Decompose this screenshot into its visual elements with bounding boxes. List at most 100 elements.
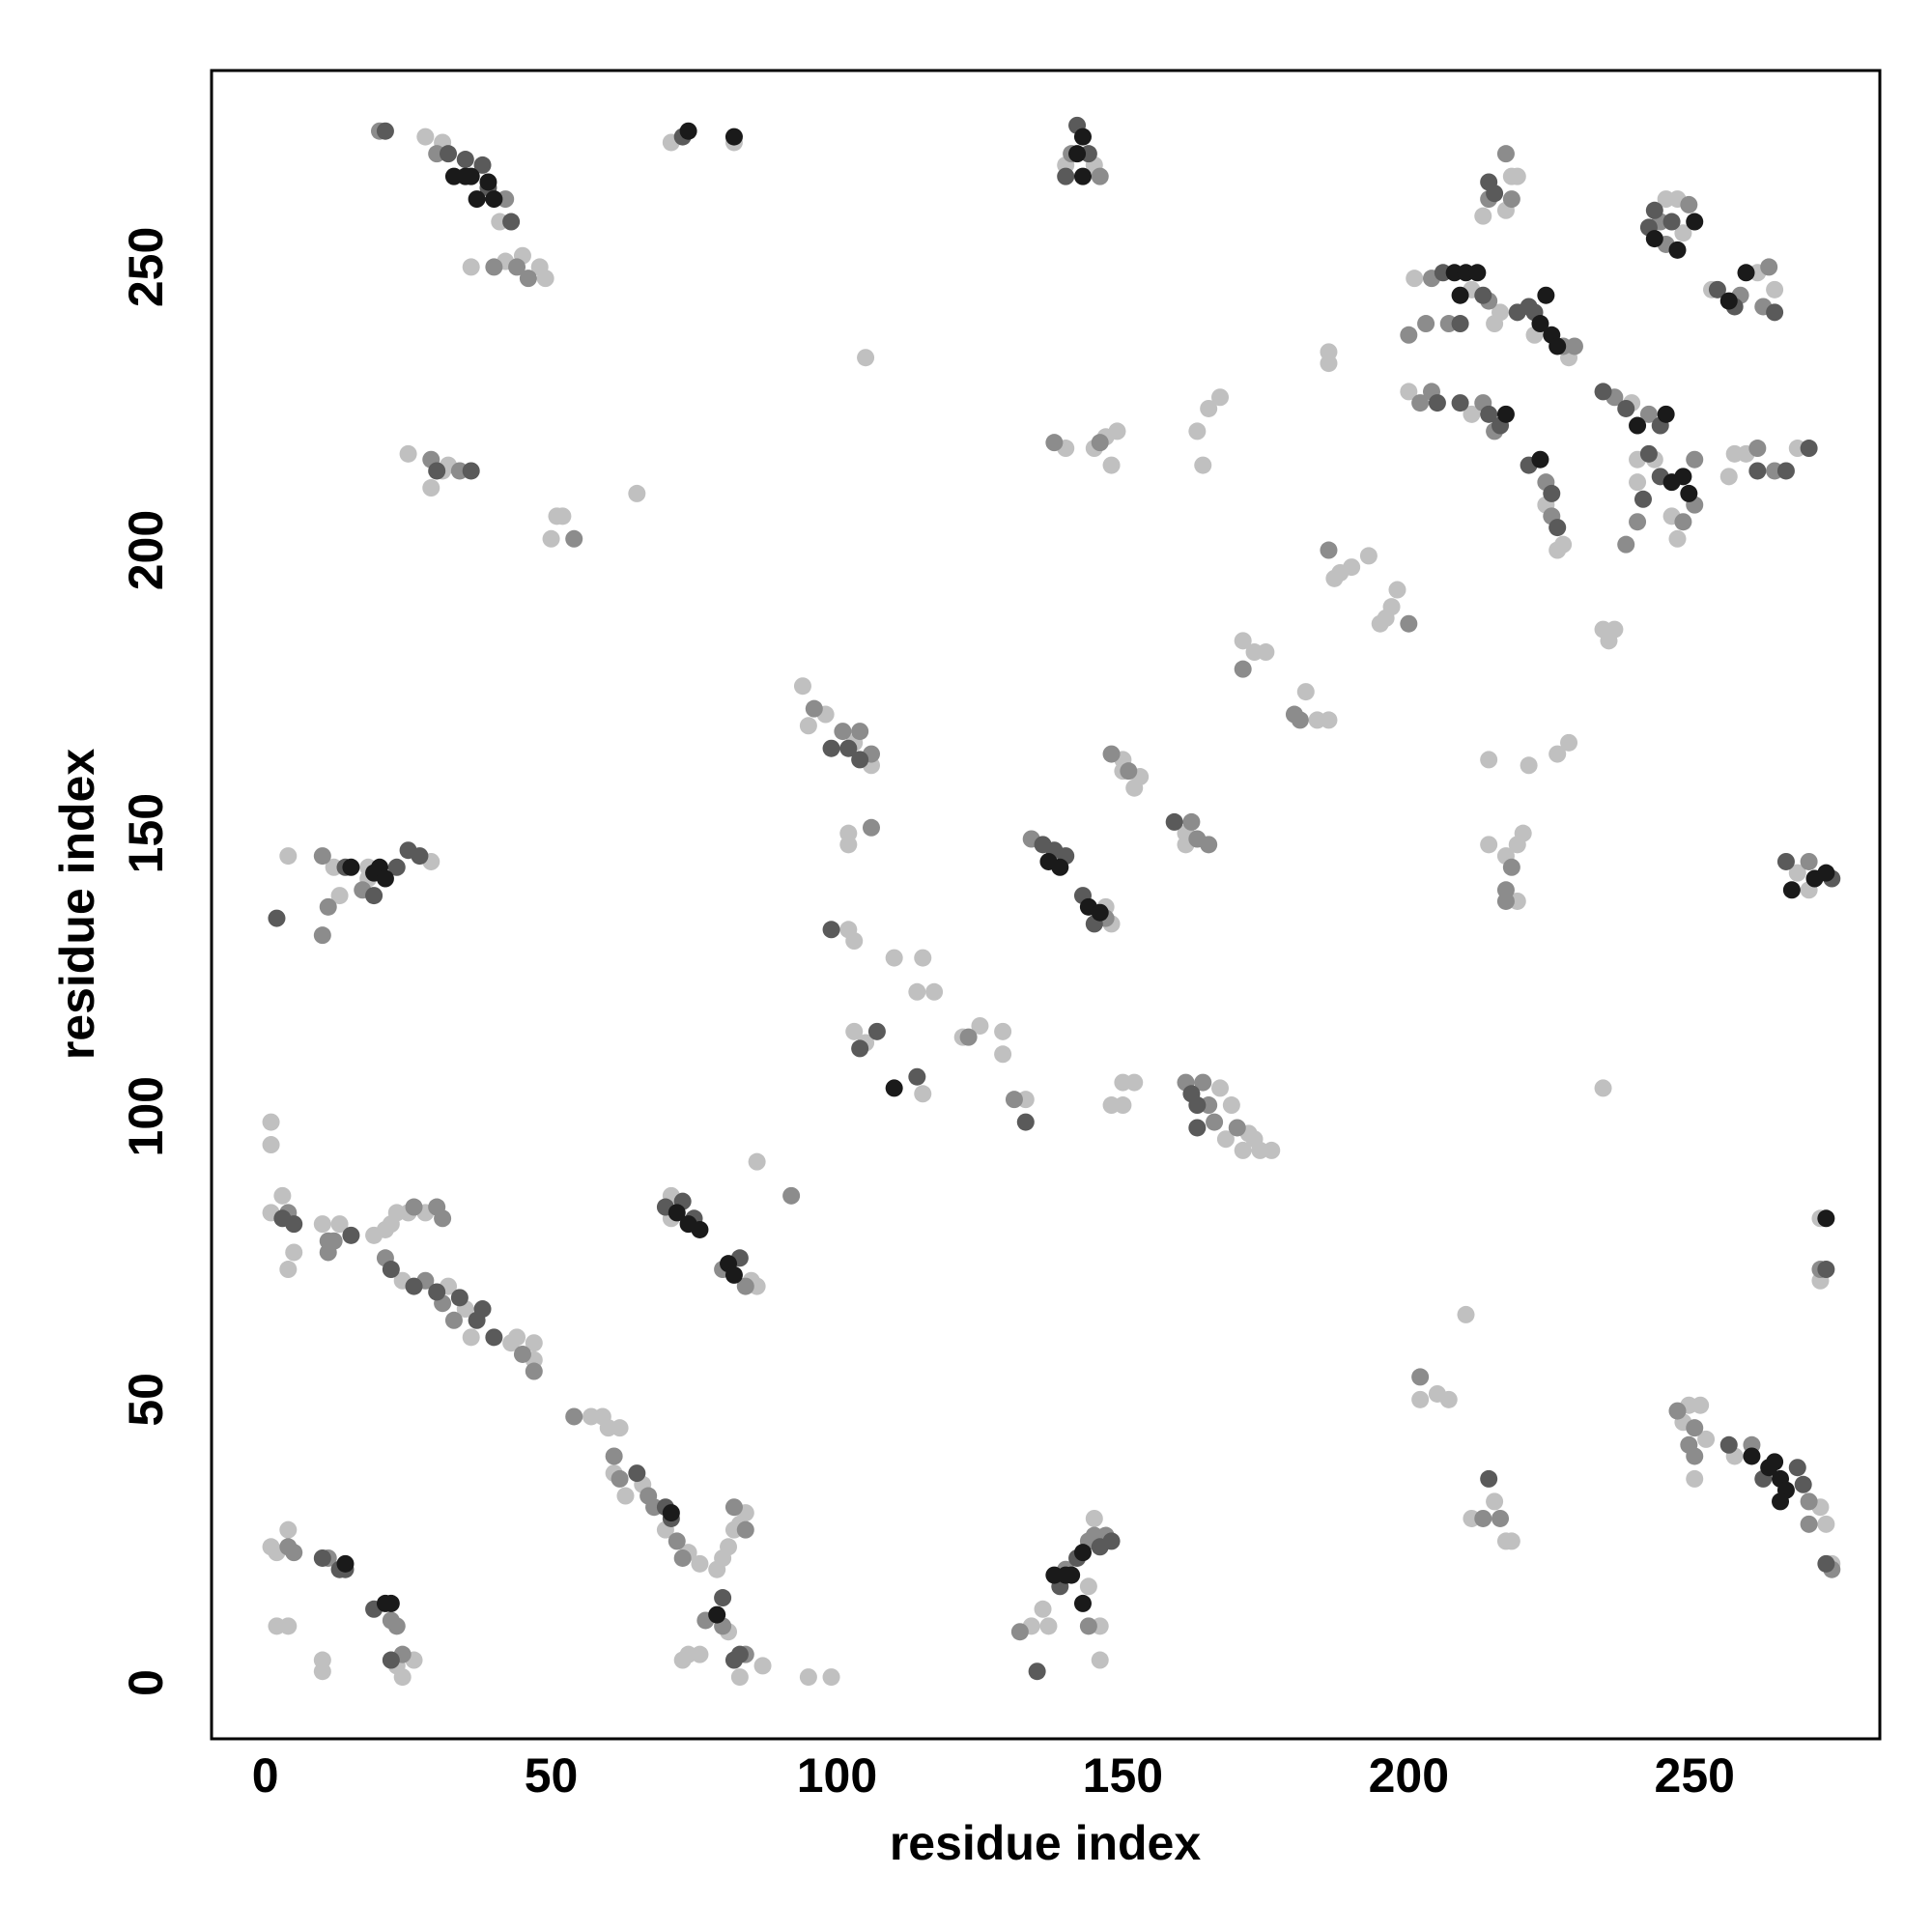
point	[668, 1532, 686, 1550]
point	[1674, 224, 1692, 242]
point	[279, 847, 298, 866]
y-axis-label: residue index	[50, 749, 104, 1061]
point	[1234, 660, 1252, 678]
point	[1188, 1096, 1207, 1115]
point	[662, 1504, 680, 1522]
point	[793, 677, 811, 696]
point	[1474, 286, 1492, 304]
point	[1748, 440, 1767, 458]
point	[508, 1328, 526, 1347]
point	[393, 1668, 412, 1687]
point	[1680, 484, 1698, 502]
point	[748, 1152, 766, 1171]
point	[1200, 836, 1218, 854]
point	[1719, 1435, 1738, 1454]
point	[428, 1283, 446, 1301]
point	[1737, 264, 1755, 282]
point	[822, 739, 840, 757]
point	[1766, 1453, 1784, 1471]
point	[416, 128, 435, 146]
point	[691, 1220, 709, 1238]
point	[1451, 394, 1469, 412]
point	[1320, 343, 1338, 361]
point	[1411, 394, 1430, 412]
point	[714, 1589, 732, 1607]
point	[668, 1204, 686, 1222]
point	[1194, 456, 1212, 474]
point	[405, 1277, 423, 1295]
point	[1325, 569, 1344, 587]
point	[1211, 1079, 1230, 1097]
point	[1480, 405, 1498, 423]
point	[1320, 541, 1338, 559]
point	[1629, 513, 1647, 531]
point	[994, 1022, 1012, 1040]
point	[1102, 456, 1121, 474]
point	[1411, 1390, 1430, 1408]
point	[1120, 762, 1138, 781]
point	[1005, 1091, 1023, 1109]
point	[1439, 1390, 1458, 1408]
point	[1520, 756, 1538, 775]
point	[1125, 1073, 1144, 1092]
point	[611, 1419, 629, 1437]
point	[1794, 1475, 1812, 1493]
point	[1474, 207, 1492, 225]
point	[799, 717, 817, 735]
point	[1206, 1113, 1224, 1131]
point	[1514, 824, 1532, 842]
point	[708, 1605, 726, 1624]
point	[1600, 632, 1618, 650]
point	[845, 1022, 864, 1040]
point	[1766, 280, 1784, 298]
point	[1108, 422, 1126, 440]
point	[485, 1328, 503, 1347]
point	[994, 1045, 1012, 1064]
point	[313, 1215, 331, 1234]
point	[1548, 337, 1567, 355]
point	[1594, 1079, 1612, 1097]
point	[851, 1039, 869, 1058]
point	[262, 1113, 280, 1131]
point	[628, 1464, 646, 1483]
point	[1114, 1096, 1132, 1115]
point	[1708, 280, 1726, 298]
y-tick-label: 150	[119, 793, 173, 873]
point	[1085, 1509, 1103, 1527]
point	[925, 982, 944, 1001]
point	[462, 258, 480, 276]
point	[565, 529, 583, 548]
point	[1091, 903, 1109, 922]
point	[839, 836, 858, 854]
point	[834, 723, 852, 741]
point	[1486, 315, 1504, 333]
point	[1680, 195, 1698, 213]
point	[1194, 1073, 1212, 1092]
point	[450, 1289, 469, 1307]
point	[456, 167, 474, 185]
point	[1668, 529, 1687, 548]
point	[268, 909, 286, 927]
point	[330, 887, 349, 905]
y-tick-label: 50	[119, 1373, 173, 1427]
point	[1343, 558, 1361, 577]
point	[971, 1016, 989, 1035]
point	[1263, 1141, 1281, 1159]
point	[1451, 315, 1469, 333]
x-tick-label: 50	[525, 1748, 579, 1803]
point	[1216, 1130, 1235, 1149]
point	[525, 1362, 543, 1380]
x-axis-label: residue index	[890, 1816, 1202, 1870]
point	[1296, 683, 1315, 701]
point	[1486, 1492, 1504, 1511]
point	[399, 444, 417, 463]
point	[1674, 468, 1692, 486]
point	[1073, 1594, 1092, 1612]
point	[468, 190, 486, 209]
point	[724, 128, 743, 146]
point	[1039, 1617, 1058, 1635]
point	[382, 1651, 400, 1669]
point	[1480, 751, 1498, 769]
point	[1406, 270, 1424, 288]
